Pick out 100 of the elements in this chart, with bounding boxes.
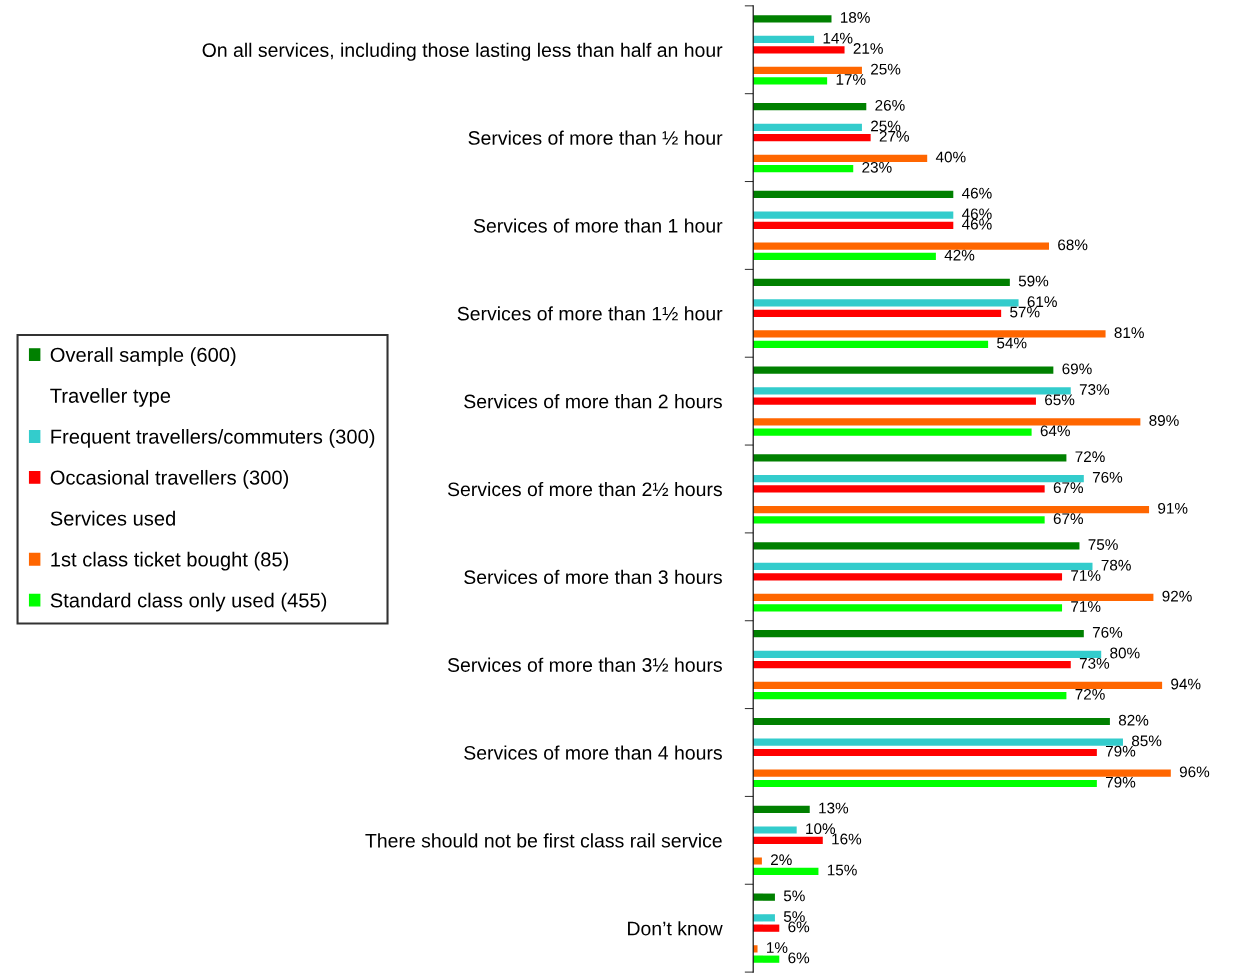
bar (753, 475, 1084, 483)
bar (753, 914, 775, 922)
bar (753, 826, 797, 834)
legend-label: Frequent travellers/commuters (300) (51, 429, 375, 448)
y-tick-label: Services of more than 1½ hour (457, 306, 723, 321)
y-tick-label: Services of more than 3½ hours (447, 657, 722, 672)
data-label: 46% (961, 187, 992, 199)
data-label: 94% (1171, 678, 1201, 690)
bar (753, 955, 780, 963)
bar (753, 562, 1093, 571)
bar (753, 485, 1045, 493)
data-label: 25% (871, 120, 901, 132)
bar (753, 242, 1050, 250)
bar (753, 738, 1123, 746)
data-label: 85% (1131, 735, 1162, 747)
bar (753, 836, 823, 844)
bar (753, 15, 832, 23)
y-tick-label: Services of more than 4 hours (464, 745, 722, 760)
data-label: 76% (1092, 471, 1123, 483)
data-label: 82% (1118, 714, 1149, 726)
bar (753, 366, 1054, 374)
data-label: 42% (944, 249, 975, 261)
bar (753, 661, 1071, 669)
bar (753, 211, 954, 219)
bar (753, 428, 1032, 436)
bar (753, 165, 854, 173)
legend-label: Overall sample (600) (50, 347, 236, 366)
bar (753, 604, 1063, 612)
bar (753, 573, 1063, 581)
bar (753, 397, 1036, 405)
bar (753, 506, 1150, 514)
bar (753, 454, 1067, 462)
bar (753, 190, 954, 199)
data-label: 67% (1053, 513, 1084, 525)
data-label: 71% (1071, 570, 1101, 581)
data-label: 40% (935, 151, 966, 163)
y-tick-label: Services of more than 2 hours (464, 394, 722, 409)
bar (753, 134, 871, 142)
bar (753, 748, 1097, 757)
bar (753, 103, 867, 111)
data-label: 65% (1045, 394, 1075, 406)
bar (753, 805, 810, 813)
data-label: 68% (1058, 239, 1088, 251)
text: Traveller type (50, 388, 171, 407)
data-label: 91% (1158, 502, 1188, 514)
bar (753, 418, 1141, 426)
data-label: 5% (783, 911, 805, 922)
data-label: 6% (788, 952, 810, 964)
data-label: 13% (819, 802, 849, 814)
data-label: 96% (1179, 766, 1210, 778)
y-tick-label: Don’t know (628, 921, 723, 936)
data-label: 75% (1088, 539, 1118, 550)
data-label: 79% (1105, 745, 1136, 757)
bar (753, 221, 954, 230)
y-tick-label: There should not be first class rail service (365, 833, 722, 848)
data-label: 18% (840, 12, 870, 23)
data-label: 57% (1010, 306, 1040, 318)
bar (753, 717, 1110, 726)
data-label: 79% (1105, 776, 1136, 788)
bar (753, 387, 1071, 395)
bar (753, 893, 775, 901)
data-label: 21% (853, 43, 883, 54)
y-tick-label: Services of more than ½ hour (468, 130, 723, 145)
bar (753, 779, 1097, 788)
bar (753, 77, 828, 85)
data-label: 46% (961, 218, 992, 230)
data-label: 89% (1149, 415, 1179, 426)
y-tick-label: On all services, including those lasting less than half an hour (202, 42, 723, 61)
data-label: 64% (1040, 425, 1070, 437)
data-label: 76% (1092, 626, 1123, 638)
bar (753, 945, 758, 953)
bar (753, 769, 1171, 777)
bar (753, 857, 762, 865)
bar (753, 46, 845, 54)
data-label: 6% (788, 921, 810, 933)
data-label: 26% (875, 99, 905, 111)
data-label: 17% (836, 74, 866, 85)
data-label: 80% (1110, 647, 1140, 659)
bar (753, 330, 1106, 338)
y-tick-label: Services of more than 3 hours (464, 569, 722, 585)
bar (753, 650, 1102, 658)
data-label: 59% (1018, 275, 1049, 287)
text: Services used (50, 510, 175, 526)
bar (753, 123, 862, 131)
data-label: 54% (997, 337, 1027, 349)
data-label: 72% (1075, 451, 1105, 463)
bar (753, 692, 1067, 700)
data-label: 61% (1027, 296, 1057, 308)
legend-label: 1st class ticket bought (85) (51, 551, 289, 571)
data-label: 71% (1071, 601, 1101, 612)
data-label: 23% (862, 161, 892, 173)
bar (753, 630, 1084, 638)
data-label: 67% (1053, 482, 1084, 494)
bar (753, 252, 936, 261)
data-label: 14% (823, 32, 853, 44)
bar (753, 299, 1019, 307)
bar (753, 309, 1002, 317)
bar (753, 278, 1010, 286)
data-label: 92% (1162, 590, 1192, 602)
data-label: 15% (827, 864, 857, 876)
